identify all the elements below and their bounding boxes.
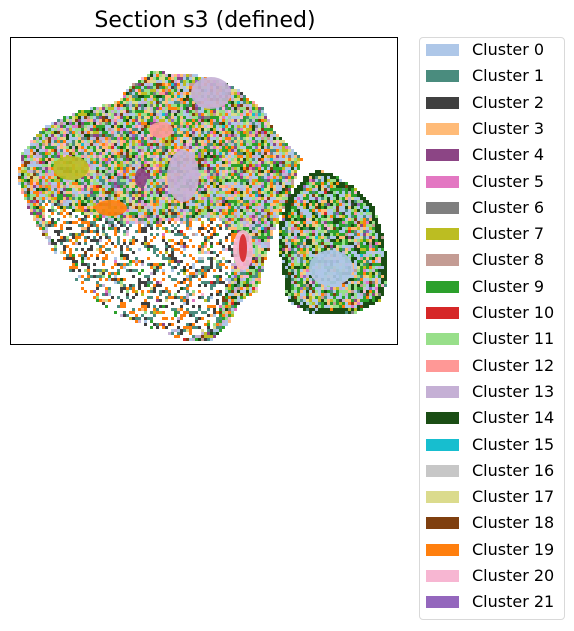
legend-swatch	[426, 280, 459, 293]
cluster-19-region	[95, 200, 127, 216]
legend-swatch	[426, 464, 459, 477]
legend-label: Cluster 16	[472, 460, 555, 480]
cluster-7-region	[53, 156, 89, 180]
legend-item: Cluster 20	[426, 566, 554, 586]
legend-label: Cluster 11	[472, 329, 555, 349]
legend: Cluster 0 Cluster 1 Cluster 2 Cluster 3 Clus…	[419, 37, 565, 620]
legend-label: Cluster 15	[472, 434, 555, 454]
legend-item: Cluster 7	[426, 224, 544, 244]
legend-swatch	[426, 254, 459, 267]
legend-item: Cluster 2	[426, 93, 544, 113]
legend-label: Cluster 8	[472, 250, 545, 270]
legend-label: Cluster 14	[472, 408, 555, 428]
legend-swatch	[426, 44, 459, 56]
legend-label: Cluster 5	[472, 171, 545, 191]
legend-label: Cluster 19	[472, 539, 555, 559]
legend-swatch	[426, 70, 459, 83]
legend-label: Cluster 10	[472, 303, 555, 322]
legend-label: Cluster 0	[472, 40, 545, 59]
legend-label: Cluster 2	[472, 92, 545, 112]
legend-item: Cluster 1	[426, 66, 544, 86]
legend-label: Cluster 13	[472, 381, 555, 401]
legend-swatch	[426, 307, 459, 319]
legend-swatch	[426, 175, 459, 188]
legend-item: Cluster 21	[426, 592, 554, 612]
legend-item: Cluster 8	[426, 250, 544, 270]
legend-label: Cluster 6	[472, 197, 545, 217]
legend-item: Cluster 10	[426, 303, 554, 323]
legend-label: Cluster 20	[472, 566, 555, 585]
legend-swatch	[426, 596, 459, 609]
cluster-0-region	[309, 250, 353, 286]
legend-item: Cluster 6	[426, 198, 544, 218]
legend-swatch	[426, 385, 459, 398]
legend-swatch	[426, 201, 459, 214]
legend-swatch	[426, 149, 459, 162]
legend-item: Cluster 9	[426, 277, 544, 297]
cluster-10-region	[239, 234, 247, 262]
legend-swatch	[426, 543, 459, 556]
cluster-4-region	[135, 168, 147, 188]
legend-swatch	[426, 517, 459, 530]
legend-swatch	[426, 412, 459, 425]
legend-label: Cluster 4	[472, 145, 545, 165]
legend-item: Cluster 14	[426, 408, 554, 428]
legend-label: Cluster 21	[472, 592, 555, 612]
cluster-12-region	[149, 122, 173, 138]
legend-swatch	[426, 438, 459, 451]
legend-item: Cluster 3	[426, 119, 544, 139]
legend-swatch	[426, 228, 459, 241]
legend-item: Cluster 17	[426, 487, 554, 507]
legend-swatch	[426, 491, 459, 504]
legend-swatch	[426, 570, 459, 582]
plot-area	[10, 37, 398, 345]
legend-item: Cluster 13	[426, 382, 554, 402]
legend-item: Cluster 12	[426, 356, 554, 376]
cluster-13-region	[167, 150, 199, 202]
legend-label: Cluster 1	[472, 66, 545, 86]
legend-item: Cluster 4	[426, 145, 544, 165]
legend-item: Cluster 15	[426, 435, 554, 455]
legend-item: Cluster 5	[426, 172, 544, 192]
legend-item: Cluster 19	[426, 540, 554, 560]
tissue-cells	[18, 71, 387, 341]
legend-label: Cluster 9	[472, 276, 545, 296]
legend-swatch	[426, 122, 459, 135]
legend-item: Cluster 18	[426, 513, 554, 533]
legend-swatch	[426, 96, 459, 109]
legend-swatch	[426, 359, 459, 372]
tissue-cluster-map	[18, 71, 387, 341]
legend-label: Cluster 17	[472, 487, 555, 507]
legend-label: Cluster 18	[472, 513, 555, 533]
legend-swatch	[426, 333, 459, 346]
legend-label: Cluster 12	[472, 355, 555, 375]
cluster-13-region	[191, 77, 231, 109]
legend-label: Cluster 7	[472, 224, 545, 244]
legend-label: Cluster 3	[472, 118, 545, 138]
chart-title: Section s3 (defined)	[94, 8, 316, 33]
legend-item: Cluster 16	[426, 461, 554, 481]
legend-item: Cluster 0	[426, 40, 544, 60]
legend-item: Cluster 11	[426, 329, 554, 349]
